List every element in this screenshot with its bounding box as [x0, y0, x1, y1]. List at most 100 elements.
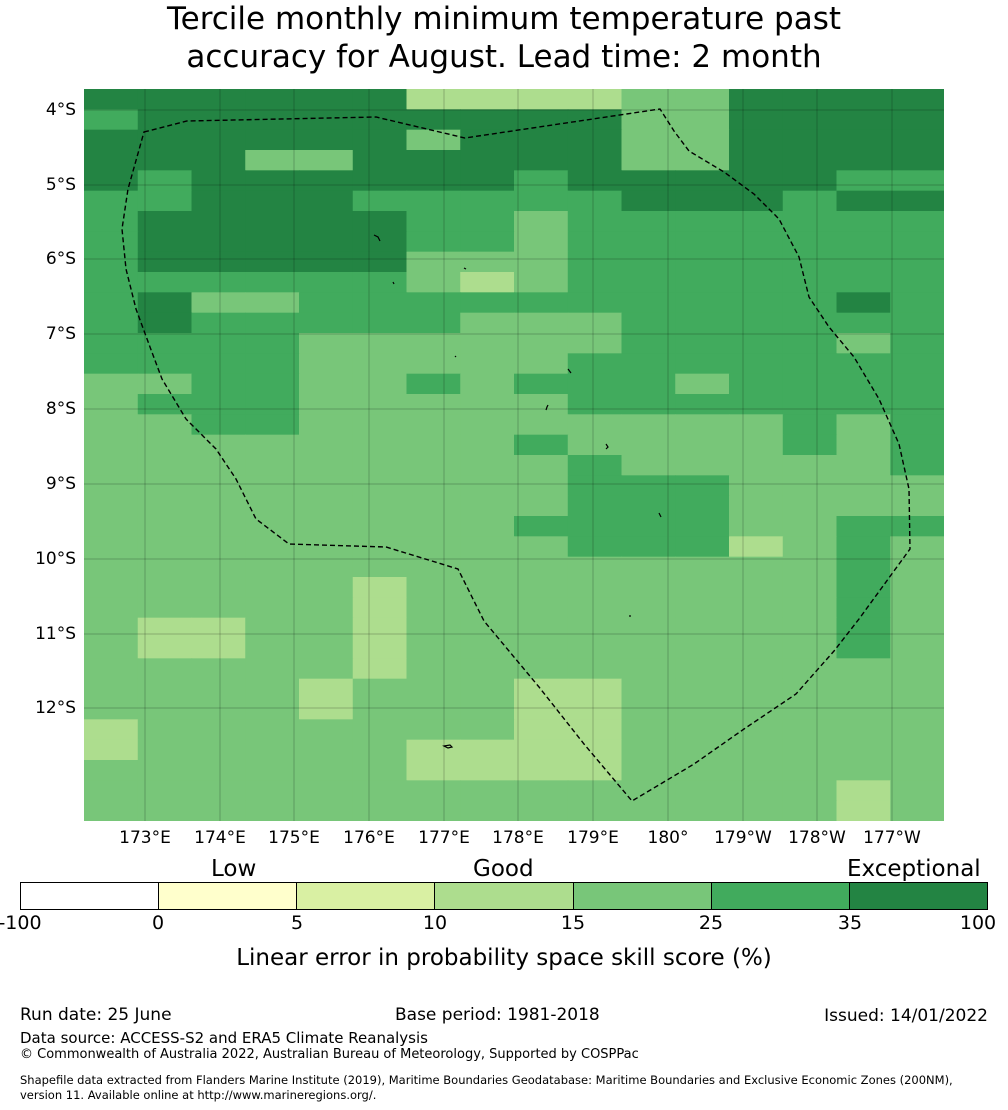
skill-cell — [460, 251, 515, 273]
skill-cell — [836, 170, 891, 192]
skill-cell — [299, 353, 354, 375]
skill-cell — [191, 150, 246, 171]
skill-cell — [621, 150, 676, 171]
skill-cell — [782, 597, 838, 619]
skill-cell — [782, 617, 838, 639]
skill-cell — [782, 516, 838, 537]
skill-cell — [406, 780, 461, 802]
skill-cell — [137, 251, 193, 273]
skill-cell — [890, 597, 944, 619]
skill-cell — [675, 678, 730, 700]
skill-cell — [567, 292, 623, 314]
skill-cell — [191, 638, 246, 659]
skill-cell — [191, 190, 246, 212]
skill-cell — [137, 617, 193, 639]
skill-cell — [675, 719, 730, 741]
colorbar-segment — [711, 883, 850, 909]
skill-cell — [137, 312, 193, 334]
skill-cell — [890, 190, 944, 212]
skill-cell — [675, 617, 730, 639]
skill-cell — [514, 638, 569, 659]
skill-cell — [84, 434, 139, 456]
skill-cell — [137, 597, 193, 619]
skill-cell — [782, 373, 838, 395]
skill-cell — [567, 719, 623, 741]
skill-cell — [836, 272, 891, 293]
colorbar-tick: 0 — [151, 912, 165, 934]
category-good: Good — [473, 856, 534, 882]
skill-cell — [514, 760, 569, 781]
skill-cell — [406, 272, 461, 293]
skill-cell — [729, 658, 784, 680]
skill-cell — [836, 800, 891, 821]
skill-cell — [729, 597, 784, 619]
skill-cell — [890, 719, 944, 741]
skill-cell — [191, 272, 246, 293]
skill-cell — [675, 170, 730, 192]
skill-cell — [460, 536, 515, 558]
lat-label: 4°S — [45, 100, 76, 120]
lon-label: 177°W — [863, 828, 921, 848]
skill-cell — [460, 211, 515, 232]
skill-cell — [621, 739, 676, 761]
skill-cell — [352, 780, 408, 802]
skill-cell — [514, 556, 569, 578]
skill-cell — [514, 455, 569, 476]
skill-cell — [137, 89, 193, 110]
skill-cell — [299, 373, 354, 395]
skill-cell — [621, 475, 676, 497]
skill-cell — [84, 760, 139, 781]
skill-cell — [137, 434, 193, 456]
lat-label: 6°S — [45, 249, 76, 269]
skill-cell — [137, 719, 193, 741]
skill-cell — [782, 495, 838, 517]
colorbar-segment — [435, 883, 574, 909]
skill-cell — [406, 739, 461, 761]
skill-cell — [460, 516, 515, 537]
skill-cell — [782, 89, 838, 110]
skill-cell — [352, 617, 408, 639]
skill-cell — [567, 170, 623, 192]
skill-cell — [514, 373, 569, 395]
skill-cell — [782, 556, 838, 578]
skill-cell — [567, 800, 623, 821]
skill-cell — [514, 780, 569, 802]
skill-cell — [84, 658, 139, 680]
skill-cell — [352, 150, 408, 171]
skill-cell — [460, 272, 515, 293]
skill-cell — [675, 353, 730, 375]
skill-cell — [299, 699, 354, 720]
skill-cell — [675, 150, 730, 171]
skill-cell — [621, 719, 676, 741]
skill-cell — [406, 597, 461, 619]
skill-cell — [84, 312, 139, 334]
skill-cell — [567, 109, 623, 131]
skill-cell — [782, 109, 838, 131]
skill-cell — [890, 170, 944, 192]
skill-cell — [782, 353, 838, 375]
skill-cell — [567, 495, 623, 517]
skill-cell — [406, 760, 461, 781]
skill-cell — [460, 129, 515, 151]
skill-cell — [352, 577, 408, 598]
skill-cell — [406, 394, 461, 415]
skill-cell — [460, 597, 515, 619]
skill-cell — [460, 292, 515, 314]
skill-cell — [460, 353, 515, 375]
skill-cell — [245, 475, 300, 497]
skill-cell — [460, 617, 515, 639]
skill-cell — [514, 292, 569, 314]
lon-label: 180° — [647, 828, 689, 848]
skill-cell — [191, 617, 246, 639]
skill-cell — [299, 719, 354, 741]
skill-cell — [567, 597, 623, 619]
skill-cell — [621, 394, 676, 415]
skill-cell — [191, 719, 246, 741]
skill-cell — [406, 129, 461, 151]
skill-cell — [567, 516, 623, 537]
skill-cell — [137, 577, 193, 598]
skill-cell — [621, 89, 676, 110]
skill-cell — [352, 699, 408, 720]
skill-cell — [137, 760, 193, 781]
skill-cell — [675, 109, 730, 131]
